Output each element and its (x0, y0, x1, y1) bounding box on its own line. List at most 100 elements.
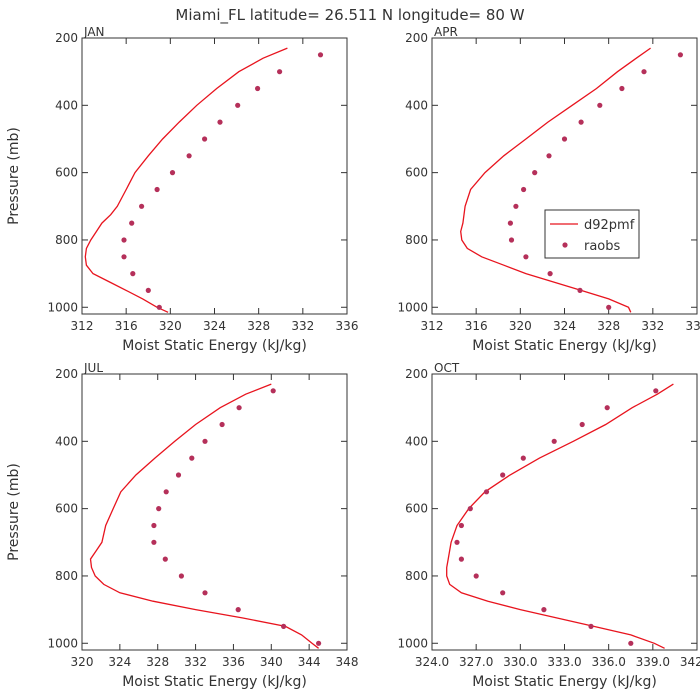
d92pmf-line-oct (446, 383, 674, 649)
raob-point-jan (202, 136, 208, 142)
raob-point-jul (178, 573, 184, 579)
x-tick-label-jan: 324 (203, 319, 226, 333)
panel-label-apr: APR (434, 25, 458, 39)
panel-apr: APR 312 316 320 324 328 332 336 200 400 600 800 1000… (397, 25, 700, 354)
y-tick-label-oct: 200 (405, 367, 428, 381)
raob-point-oct (520, 455, 526, 461)
x-tick-label-jul: 340 (260, 655, 283, 669)
raob-point-oct (579, 421, 585, 428)
x-tick-label-apr: 328 (597, 319, 620, 333)
raob-point-apr (508, 237, 515, 243)
x-tick-label-jul: 324 (108, 655, 131, 669)
plot-frame-jul (81, 373, 348, 651)
y-tick-label-apr: 1000 (397, 300, 428, 314)
panel-jul: JUL 320 324 328 332 336 340 344 348 200 400 600 800 1… (6, 361, 358, 690)
raob-point-jan (154, 186, 160, 193)
raob-point-jul (316, 640, 322, 646)
raob-point-apr (513, 203, 519, 209)
raob-point-apr (597, 102, 603, 108)
x-tick-label-jan: 320 (159, 319, 182, 333)
x-tick-label-oct: 330.0 (503, 655, 537, 669)
y-tick-label-jan: 200 (55, 31, 78, 45)
y-tick-label-jan: 1000 (47, 300, 78, 314)
raob-point-apr (547, 271, 553, 277)
raob-point-oct (458, 556, 464, 562)
raob-point-jul (236, 405, 242, 411)
y-tick-label-jan: 800 (55, 233, 78, 247)
raob-point-apr (521, 186, 527, 193)
x-tick-label-jul: 336 (222, 655, 245, 669)
raob-point-oct (473, 573, 479, 579)
raob-point-oct (500, 590, 506, 596)
raob-point-jan (129, 220, 135, 226)
x-tick-label-oct: 336.0 (591, 655, 625, 669)
figure-title: Miami_FL latitude= 26.511 N longitude= 8… (175, 6, 524, 25)
panel-oct: OCT 324.0 327.0 330.0 333.0 336.0 339.0 342.0 20… (397, 361, 700, 690)
raob-point-jul (162, 556, 168, 562)
raob-point-jan (130, 271, 136, 277)
raob-point-apr (532, 170, 538, 176)
raob-point-jul (235, 607, 241, 613)
y-tick-label-jul: 1000 (47, 636, 78, 650)
raob-point-apr (619, 85, 625, 92)
x-axis-label-oct: Moist Static Energy (kJ/kg) (472, 674, 657, 690)
d92pmf-line-apr (460, 47, 651, 313)
d92pmf-line-jul (89, 383, 319, 649)
y-tick-label-apr: 200 (405, 31, 428, 45)
y-tick-label-jan: 400 (55, 98, 78, 112)
raob-point-jan (121, 237, 127, 243)
x-tick-label-jan: 336 (336, 319, 359, 333)
raob-point-apr (561, 136, 568, 142)
raob-point-oct (541, 607, 547, 613)
x-tick-label-jan: 312 (71, 319, 94, 333)
raob-point-apr (546, 153, 552, 159)
raob-point-apr (578, 119, 584, 125)
x-tick-label-apr: 324 (553, 319, 576, 333)
raob-point-oct (551, 438, 557, 444)
raob-point-jan (121, 254, 127, 260)
raob-point-oct (500, 472, 506, 478)
x-axis-label-jul: Moist Static Energy (kJ/kg) (122, 674, 307, 690)
x-tick-label-jul: 320 (71, 655, 94, 669)
y-tick-label-oct: 1000 (397, 636, 428, 650)
x-tick-label-apr: 336 (686, 319, 700, 333)
raob-point-jul (202, 590, 208, 596)
raob-point-oct (604, 405, 610, 411)
raob-point-jan (169, 170, 176, 176)
raob-point-jan (145, 287, 151, 293)
raob-point-apr (641, 69, 647, 75)
y-tick-label-oct: 600 (405, 502, 428, 516)
raob-point-jul (270, 388, 276, 394)
raob-point-apr (523, 254, 529, 260)
legend-line-label: d92pmf (584, 218, 635, 233)
raob-point-oct (628, 640, 634, 646)
y-tick-label-oct: 400 (405, 434, 428, 448)
x-axis-label-jan: Moist Static Energy (kJ/kg) (122, 338, 307, 354)
x-tick-label-oct: 339.0 (636, 655, 670, 669)
y-axis-label-jan: Pressure (mb) (6, 127, 22, 225)
raob-point-jul (156, 506, 162, 512)
y-tick-label-jul: 800 (55, 569, 78, 583)
raob-point-jul (189, 455, 195, 461)
raob-point-jan (139, 203, 145, 209)
x-tick-label-oct: 324.0 (415, 655, 449, 669)
raob-point-oct (483, 489, 490, 495)
y-tick-label-jul: 200 (55, 367, 78, 381)
panel-jan: JAN 312 316 320 324 328 332 336 200 400 600 800 1000… (6, 25, 358, 354)
panel-label-oct: OCT (434, 361, 460, 375)
raob-point-oct (588, 623, 594, 630)
raob-point-jul (151, 522, 157, 529)
raob-point-oct (454, 539, 460, 545)
x-tick-label-apr: 320 (509, 319, 532, 333)
raob-point-apr (577, 287, 583, 293)
raob-point-jul (175, 472, 182, 478)
x-axis-label-apr: Moist Static Energy (kJ/kg) (472, 338, 657, 354)
x-tick-label-apr: 316 (465, 319, 488, 333)
plot-frame-jan (81, 37, 348, 315)
x-tick-label-jul: 328 (146, 655, 169, 669)
raob-point-jan (277, 69, 283, 75)
x-tick-label-jan: 328 (247, 319, 270, 333)
raob-point-apr (677, 52, 684, 58)
d92pmf-line-jan (84, 47, 288, 313)
raob-point-jan (317, 52, 324, 58)
